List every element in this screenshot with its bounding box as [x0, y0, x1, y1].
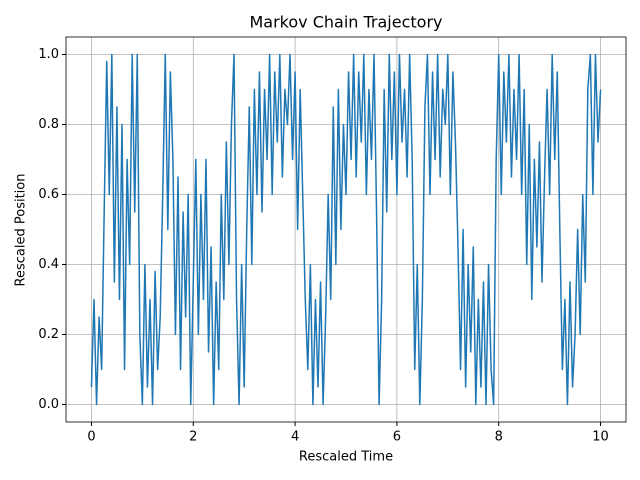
- y-tick-label: 0.4: [38, 257, 59, 272]
- y-tick-label: 0.6: [38, 187, 59, 202]
- x-tick-label: 4: [291, 430, 299, 445]
- y-tick-label: 0.0: [38, 397, 59, 412]
- x-tick-label: 6: [393, 430, 401, 445]
- chart-title: Markov Chain Trajectory: [249, 13, 442, 32]
- x-tick-label: 0: [87, 430, 95, 445]
- trajectory-line: [90, 53, 602, 406]
- x-tick-label: 2: [189, 430, 197, 445]
- y-tick-label: 0.8: [38, 117, 59, 132]
- x-axis-label: Rescaled Time: [299, 450, 393, 465]
- y-axis-label: Rescaled Position: [14, 174, 29, 287]
- plot-frame: [65, 36, 627, 423]
- x-tick-label: 8: [495, 430, 503, 445]
- y-tick-label: 1.0: [38, 47, 59, 62]
- y-tick-label: 0.2: [38, 327, 59, 342]
- x-tick-label: 10: [592, 430, 609, 445]
